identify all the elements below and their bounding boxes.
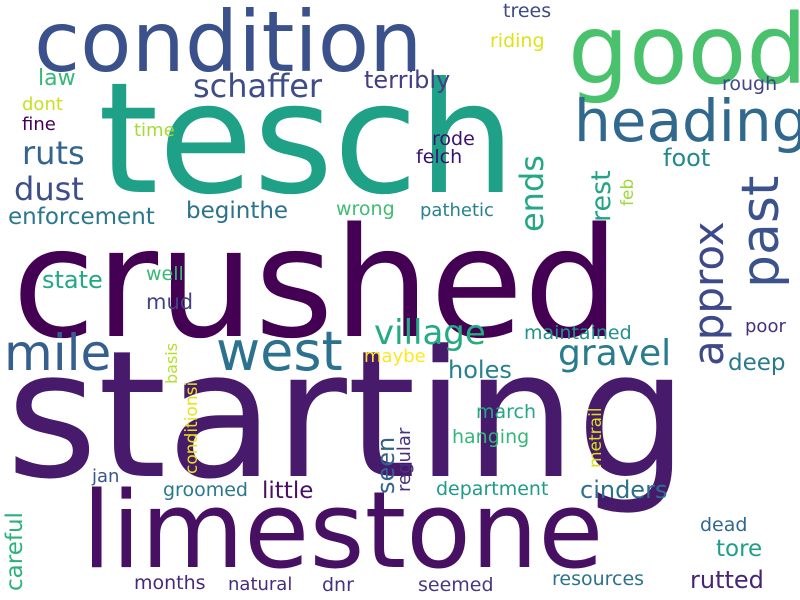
word-hanging: hanging [452,426,530,448]
word-well: well [146,263,184,285]
word-rough: rough [722,73,778,95]
word-foot: foot [663,144,711,172]
word-poor: poor [745,316,786,337]
word-crushed: crushed [12,195,620,372]
word-starting: starting [6,313,689,518]
word-feb: feb [618,178,638,206]
word-west: west [216,320,343,383]
word-limestone: limestone [82,469,604,592]
word-pathetic: pathetic [420,200,494,221]
word-ends: ends [513,155,551,232]
word-conditionsi: conditionsi [182,381,202,474]
word-rode: rode [432,128,475,150]
word-dust: dust [14,170,84,208]
word-felch: felch [416,146,463,168]
word-jan: jan [92,466,120,487]
word-tesch: tesch [98,50,516,229]
word-basis: basis [162,342,181,384]
word-seemed: seemed [418,574,494,596]
word-little: little [262,478,314,504]
word-maintained: maintained [524,322,632,344]
word-dnr: dnr [322,574,354,596]
word-natural: natural [228,574,293,595]
word-holes: holes [448,356,512,384]
word-dead: dead [700,514,748,536]
word-fine: fine [22,114,56,135]
word-mud: mud [146,290,194,314]
word-resources: resources [552,568,645,590]
word-metrail: metrail [586,407,606,468]
word-ruts: ruts [22,134,85,172]
word-groomed: groomed [163,479,248,501]
word-careful: careful [2,512,28,591]
word-state: state [42,266,103,294]
word-law: law [38,66,76,91]
word-condition: condition [34,0,423,91]
word-department: department [436,478,549,500]
word-good: good [568,0,800,106]
word-march: march [476,401,537,423]
word-past: past [731,175,791,288]
word-tore: tore [716,536,763,562]
word-heading: heading [574,87,800,155]
word-months: months [134,572,206,594]
word-rutted: rutted [690,566,764,594]
word-beginthe: beginthe [186,198,289,224]
word-enforcement: enforcement [8,204,155,230]
word-rest: rest [586,170,617,222]
word-gravel: gravel [558,333,672,374]
word-approx: approx [684,221,733,366]
word-mile: mile [4,324,112,382]
word-cinders: cinders [580,476,668,504]
word-trees: trees [503,0,552,22]
word-time: time [134,120,175,141]
word-wrong: wrong [336,198,395,220]
word-regular: regular [394,427,415,492]
word-terribly: terribly [364,66,451,94]
word-deep: deep [728,350,786,376]
word-maybe: maybe [364,346,426,367]
word-village: village [374,313,486,353]
word-dont: dont [22,94,63,115]
word-riding: riding [490,30,545,52]
word-schaffer: schaffer [193,67,323,105]
